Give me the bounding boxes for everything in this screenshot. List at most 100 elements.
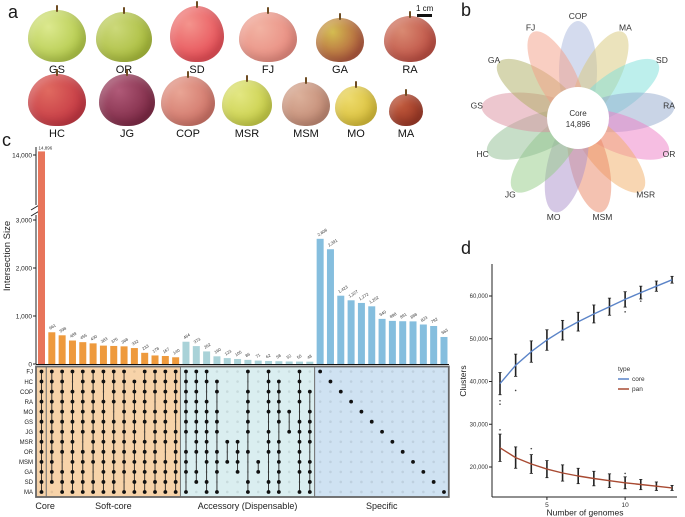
matrix-dot <box>60 490 65 494</box>
section-label-2: Accessory (Dispensable) <box>198 501 298 511</box>
matrix-dot <box>70 369 75 374</box>
matrix-dot <box>215 429 219 434</box>
intersection-bar <box>234 358 242 364</box>
bar-value-label: 489 <box>69 331 78 339</box>
matrix-dot <box>111 470 116 474</box>
matrix-dot <box>297 490 302 494</box>
matrix-dot-empty <box>401 410 405 413</box>
matrix-dot <box>49 480 54 484</box>
apple-label-fj: FJ <box>261 64 275 76</box>
matrix-dot-empty <box>401 460 405 464</box>
matrix-dot <box>235 459 240 464</box>
matrix-dot-empty <box>195 490 198 494</box>
matrix-dot-empty <box>329 430 332 434</box>
matrix-dot-empty <box>391 450 394 454</box>
matrix-dot <box>266 480 271 484</box>
matrix-dot <box>163 470 168 474</box>
outlier-dot <box>624 472 626 475</box>
bar-value-label: 2,391 <box>327 237 339 247</box>
matrix-row-label-ra: RA <box>25 400 33 406</box>
matrix-dot-empty <box>225 490 229 494</box>
matrix-dot <box>80 429 85 434</box>
matrix-dot-empty <box>401 400 405 403</box>
matrix-dot-empty <box>308 370 312 373</box>
apple-stem <box>126 69 128 76</box>
matrix-dot <box>101 480 106 484</box>
matrix-dot <box>215 409 219 414</box>
matrix-dot <box>153 409 157 414</box>
curve-core <box>499 279 673 385</box>
matrix-dot <box>80 399 85 404</box>
matrix-dot-empty <box>349 390 353 393</box>
matrix-dot-empty <box>411 490 415 494</box>
matrix-dot-empty <box>442 420 446 424</box>
intersection-bar <box>409 321 417 364</box>
matrix-dot-empty <box>236 490 239 494</box>
matrix-dot <box>194 409 199 414</box>
bar-value-label: 233 <box>141 343 150 351</box>
matrix-dot-empty <box>360 440 363 444</box>
matrix-row-label-ma: MA <box>24 490 33 496</box>
matrix-dot-empty <box>339 450 343 454</box>
matrix-dot <box>369 419 374 424</box>
matrix-dot-empty <box>422 380 425 383</box>
matrix-dot <box>297 369 302 374</box>
matrix-dot-empty <box>225 470 229 474</box>
matrix-row-label-fj: FJ <box>26 370 33 376</box>
matrix-dot-empty <box>422 480 425 484</box>
matrix-dot-empty <box>236 400 239 403</box>
matrix-dot <box>60 470 65 474</box>
matrix-dot-empty <box>401 430 405 434</box>
matrix-dot-empty <box>339 420 343 424</box>
matrix-dot-empty <box>225 480 229 484</box>
core-circle <box>547 87 609 149</box>
matrix-dot <box>173 369 178 374</box>
matrix-dot <box>215 449 219 454</box>
matrix-dot <box>359 409 364 414</box>
matrix-dot <box>194 429 199 434</box>
panel-label-b: b <box>461 0 472 20</box>
matrix-dot-empty <box>391 420 394 424</box>
matrix-dot-empty <box>256 480 260 484</box>
panel-b-flower-venn: COP MA SD RA OR MSR MSM MO JG HC GS GA FJ Core 14,896 <box>471 11 676 222</box>
matrix-dot <box>101 490 106 494</box>
matrix-dot <box>132 379 137 384</box>
petal-label-msr: MSR <box>636 189 655 199</box>
matrix-dot-empty <box>349 380 353 383</box>
matrix-dot <box>297 439 302 444</box>
matrix-dot <box>49 379 54 384</box>
matrix-dot <box>70 409 75 414</box>
matrix-dot <box>276 470 281 474</box>
matrix-dot-empty <box>256 370 260 373</box>
intersection-bar <box>368 306 376 364</box>
d-y-tick-label: 40,000 <box>470 380 489 386</box>
apple-photo-cop <box>161 71 215 126</box>
matrix-dot <box>163 459 168 464</box>
matrix-dot <box>204 419 209 424</box>
matrix-dot-empty <box>401 390 405 393</box>
intersection-bar <box>337 295 345 364</box>
d-series-core <box>498 275 674 405</box>
matrix-dot <box>132 449 137 454</box>
matrix-dot-empty <box>411 390 415 393</box>
matrix-dot <box>307 419 312 424</box>
matrix-dot-empty <box>349 420 353 424</box>
matrix-dot <box>297 419 302 424</box>
matrix-dot <box>173 480 178 484</box>
matrix-dot <box>60 389 65 394</box>
matrix-dot <box>204 439 209 444</box>
matrix-dot-empty <box>236 430 239 434</box>
matrix-dot <box>60 439 65 444</box>
matrix-dot <box>142 459 147 464</box>
matrix-row-label-hc: HC <box>24 380 33 386</box>
matrix-dot <box>173 399 178 404</box>
matrix-dot <box>173 429 178 434</box>
matrix-dot <box>49 470 54 474</box>
matrix-row-label-cop: COP <box>20 390 33 396</box>
matrix-dot <box>163 399 168 404</box>
matrix-border <box>35 365 450 498</box>
matrix-dot <box>122 389 126 394</box>
matrix-dot <box>276 439 281 444</box>
matrix-dot-empty <box>256 490 260 494</box>
bar-value-label: 368 <box>120 336 129 344</box>
